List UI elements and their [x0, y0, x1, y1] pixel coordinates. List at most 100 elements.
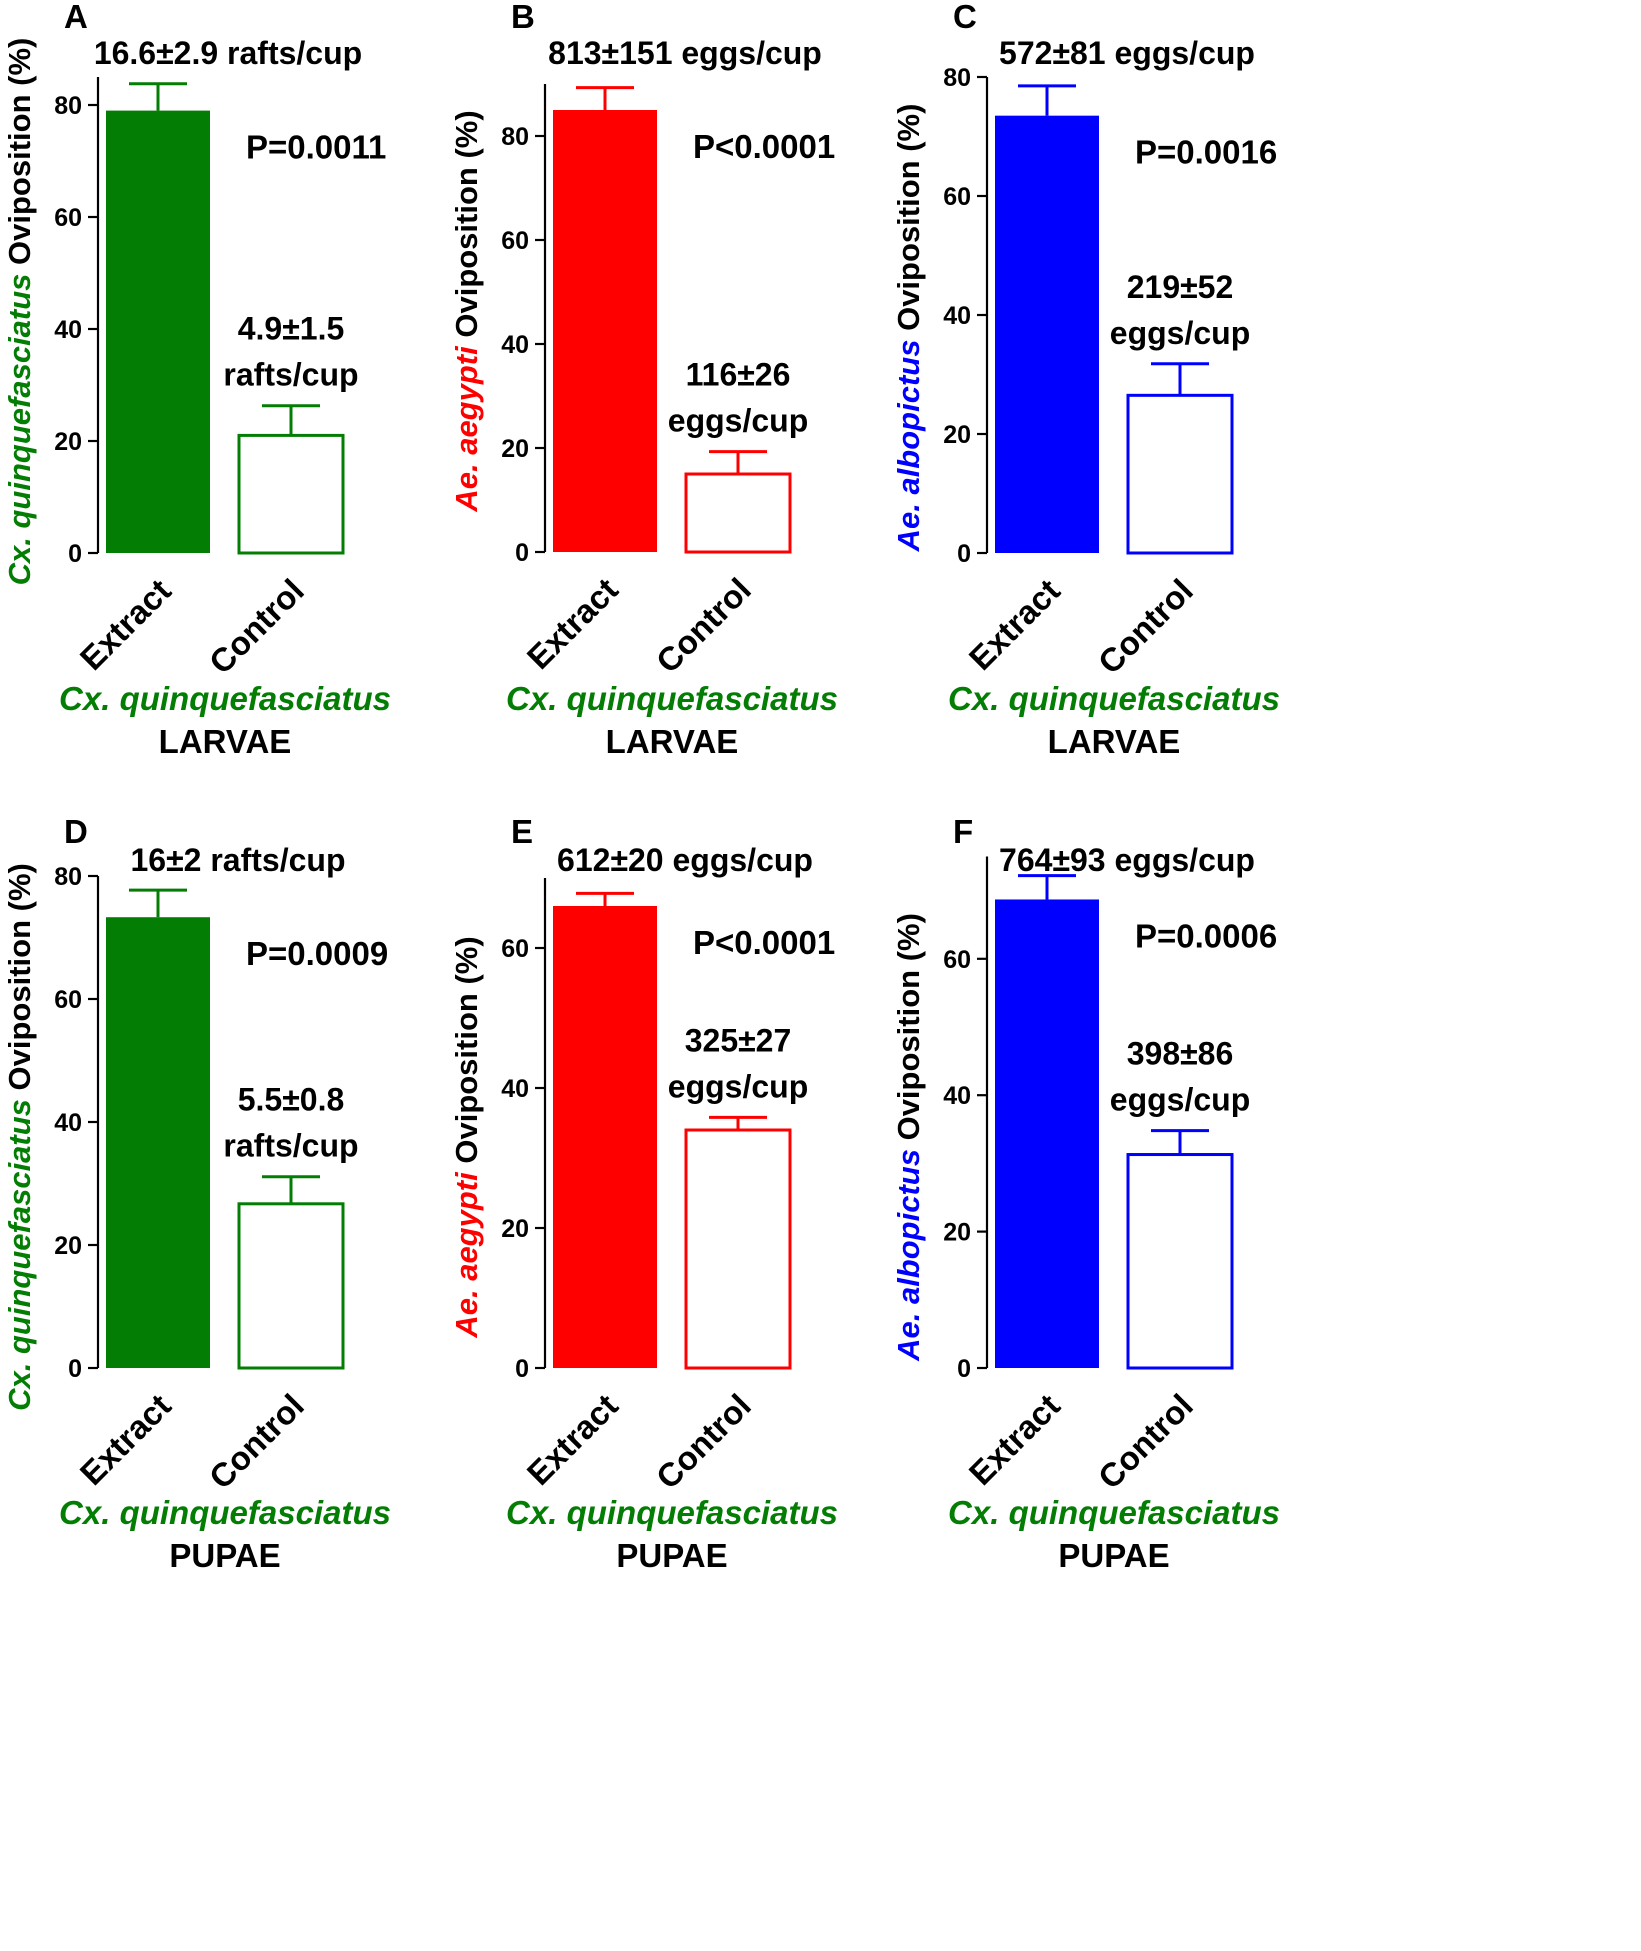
y-tick-label: 0 — [957, 1355, 971, 1383]
y-axis-label-suffix: Oviposition (%) — [891, 913, 926, 1149]
y-tick-label: 40 — [501, 331, 529, 359]
panel-c: C 0 20 40 60 80 Ae. albopictus Oviposition (%)… — [891, 0, 1280, 760]
x-label-extract: Extract — [520, 571, 625, 676]
extract-count-label: 16±2 rafts/cup — [131, 842, 346, 878]
y-tick-label: 0 — [957, 540, 971, 568]
y-axis-label-suffix: Oviposition (%) — [449, 936, 484, 1172]
y-tick-label: 0 — [515, 1355, 529, 1383]
control-count-line1: 4.9±1.5 — [238, 311, 345, 347]
x-label-control: Control — [202, 572, 311, 681]
y-tick-label: 0 — [68, 1355, 82, 1383]
y-tick-label: 20 — [943, 1219, 971, 1247]
y-axis-label: Cx. quinquefasciatus Oviposition (%) — [2, 863, 37, 1411]
panel-a: A 0 20 40 60 80 Cx. quinquefasciatus Ovipositi… — [2, 0, 391, 760]
stage-caption: PUPAE — [169, 1537, 280, 1574]
y-axis-label: Ae. aegypti Oviposition (%) — [449, 110, 484, 512]
control-bar — [684, 1128, 792, 1370]
x-label-control: Control — [1091, 572, 1200, 681]
extract-bar — [553, 906, 657, 1368]
y-axis-label-suffix: Oviposition (%) — [2, 863, 37, 1099]
extract-count-label: 612±20 eggs/cup — [557, 842, 813, 878]
y-axis-label-species: Ae. aegypti — [449, 345, 484, 513]
control-bar — [237, 433, 345, 555]
y-axis-label-species: Ae. aegypti — [449, 1171, 484, 1339]
p-value: P=0.0011 — [246, 129, 386, 166]
y-tick-label: 80 — [54, 92, 82, 120]
y-axis-label-species: Ae. albopictus — [891, 340, 926, 553]
panel-letter: F — [953, 813, 973, 850]
y-axis-label-suffix: Oviposition (%) — [449, 110, 484, 346]
p-value: P=0.0016 — [1135, 134, 1277, 171]
y-tick-label: 60 — [943, 183, 971, 211]
y-tick-label: 60 — [501, 227, 529, 255]
control-count-line1: 398±86 — [1127, 1036, 1234, 1072]
control-bar — [684, 472, 792, 554]
panel-e: E 0 20 40 60 Ae. aegypti Oviposition (%) Extra… — [449, 813, 838, 1574]
extract-count-label: 16.6±2.9 rafts/cup — [94, 35, 362, 71]
control-bar — [237, 1202, 345, 1370]
y-axis-label: Ae. aegypti Oviposition (%) — [449, 936, 484, 1338]
x-label-control: Control — [202, 1387, 311, 1496]
x-label-control: Control — [1091, 1387, 1200, 1496]
control-count-line2: eggs/cup — [668, 403, 808, 439]
y-tick-label: 40 — [54, 1109, 82, 1137]
x-label-extract: Extract — [520, 1387, 625, 1492]
stage-caption: LARVAE — [159, 723, 292, 760]
control-count-line1: 5.5±0.8 — [238, 1082, 345, 1118]
extract-bar — [553, 110, 657, 552]
y-tick-label: 20 — [54, 428, 82, 456]
y-axis-label-species: Cx. quinquefasciatus — [2, 1099, 37, 1411]
extract-bar — [106, 110, 210, 553]
control-bar — [1126, 1153, 1234, 1370]
control-count-line1: 325±27 — [685, 1022, 792, 1058]
extract-bar — [995, 899, 1099, 1368]
y-tick-label: 40 — [943, 302, 971, 330]
y-axis-label-species: Ae. albopictus — [891, 1149, 926, 1362]
y-axis-label-species: Cx. quinquefasciatus — [2, 274, 37, 586]
control-count-line1: 219±52 — [1127, 269, 1234, 305]
y-tick-label: 40 — [943, 1082, 971, 1110]
x-label-extract: Extract — [73, 1387, 178, 1492]
y-tick-label: 80 — [501, 123, 529, 151]
source-species-caption: Cx. quinquefasciatus — [59, 680, 391, 717]
source-species-caption: Cx. quinquefasciatus — [59, 1494, 391, 1531]
y-tick-label: 20 — [501, 435, 529, 463]
x-label-extract: Extract — [962, 1387, 1067, 1492]
control-count-line2: rafts/cup — [223, 1128, 358, 1164]
y-tick-label: 60 — [54, 204, 82, 232]
panel-letter: C — [953, 0, 977, 35]
panel-letter: B — [511, 0, 535, 35]
extract-bar — [106, 917, 210, 1368]
y-axis-label-suffix: Oviposition (%) — [2, 38, 37, 274]
p-value: P<0.0001 — [693, 128, 835, 165]
extract-count-label: 813±151 eggs/cup — [548, 35, 822, 71]
y-tick-label: 80 — [54, 863, 82, 891]
y-axis-label-suffix: Oviposition (%) — [891, 104, 926, 340]
y-tick-label: 60 — [501, 935, 529, 963]
extract-bar — [995, 115, 1099, 554]
source-species-caption: Cx. quinquefasciatus — [948, 680, 1280, 717]
stage-caption: PUPAE — [1058, 1537, 1169, 1574]
extract-count-label: 764±93 eggs/cup — [999, 842, 1255, 878]
x-label-control: Control — [649, 571, 758, 680]
x-label-extract: Extract — [73, 572, 178, 677]
panel-letter: E — [511, 813, 533, 850]
control-bar — [1126, 393, 1234, 555]
p-value: P=0.0006 — [1135, 917, 1277, 954]
source-species-caption: Cx. quinquefasciatus — [948, 1494, 1280, 1531]
y-tick-label: 0 — [68, 540, 82, 568]
y-tick-label: 80 — [943, 64, 971, 92]
stage-caption: LARVAE — [1048, 723, 1181, 760]
y-tick-label: 60 — [943, 946, 971, 974]
panel-f: F 0 20 40 60 Ae. albopictus Oviposition (%) Ex… — [891, 813, 1280, 1574]
control-count-line2: eggs/cup — [1110, 1082, 1250, 1118]
panel-b: B 0 20 40 60 80 Ae. aegypti Oviposition (%) Ext… — [449, 0, 838, 760]
extract-count-label: 572±81 eggs/cup — [999, 35, 1255, 71]
control-count-line1: 116±26 — [686, 357, 791, 393]
control-count-line2: rafts/cup — [223, 357, 358, 393]
p-value: P=0.0009 — [246, 935, 388, 972]
source-species-caption: Cx. quinquefasciatus — [506, 680, 838, 717]
stage-caption: PUPAE — [616, 1537, 727, 1574]
panel-letter: A — [64, 0, 88, 35]
